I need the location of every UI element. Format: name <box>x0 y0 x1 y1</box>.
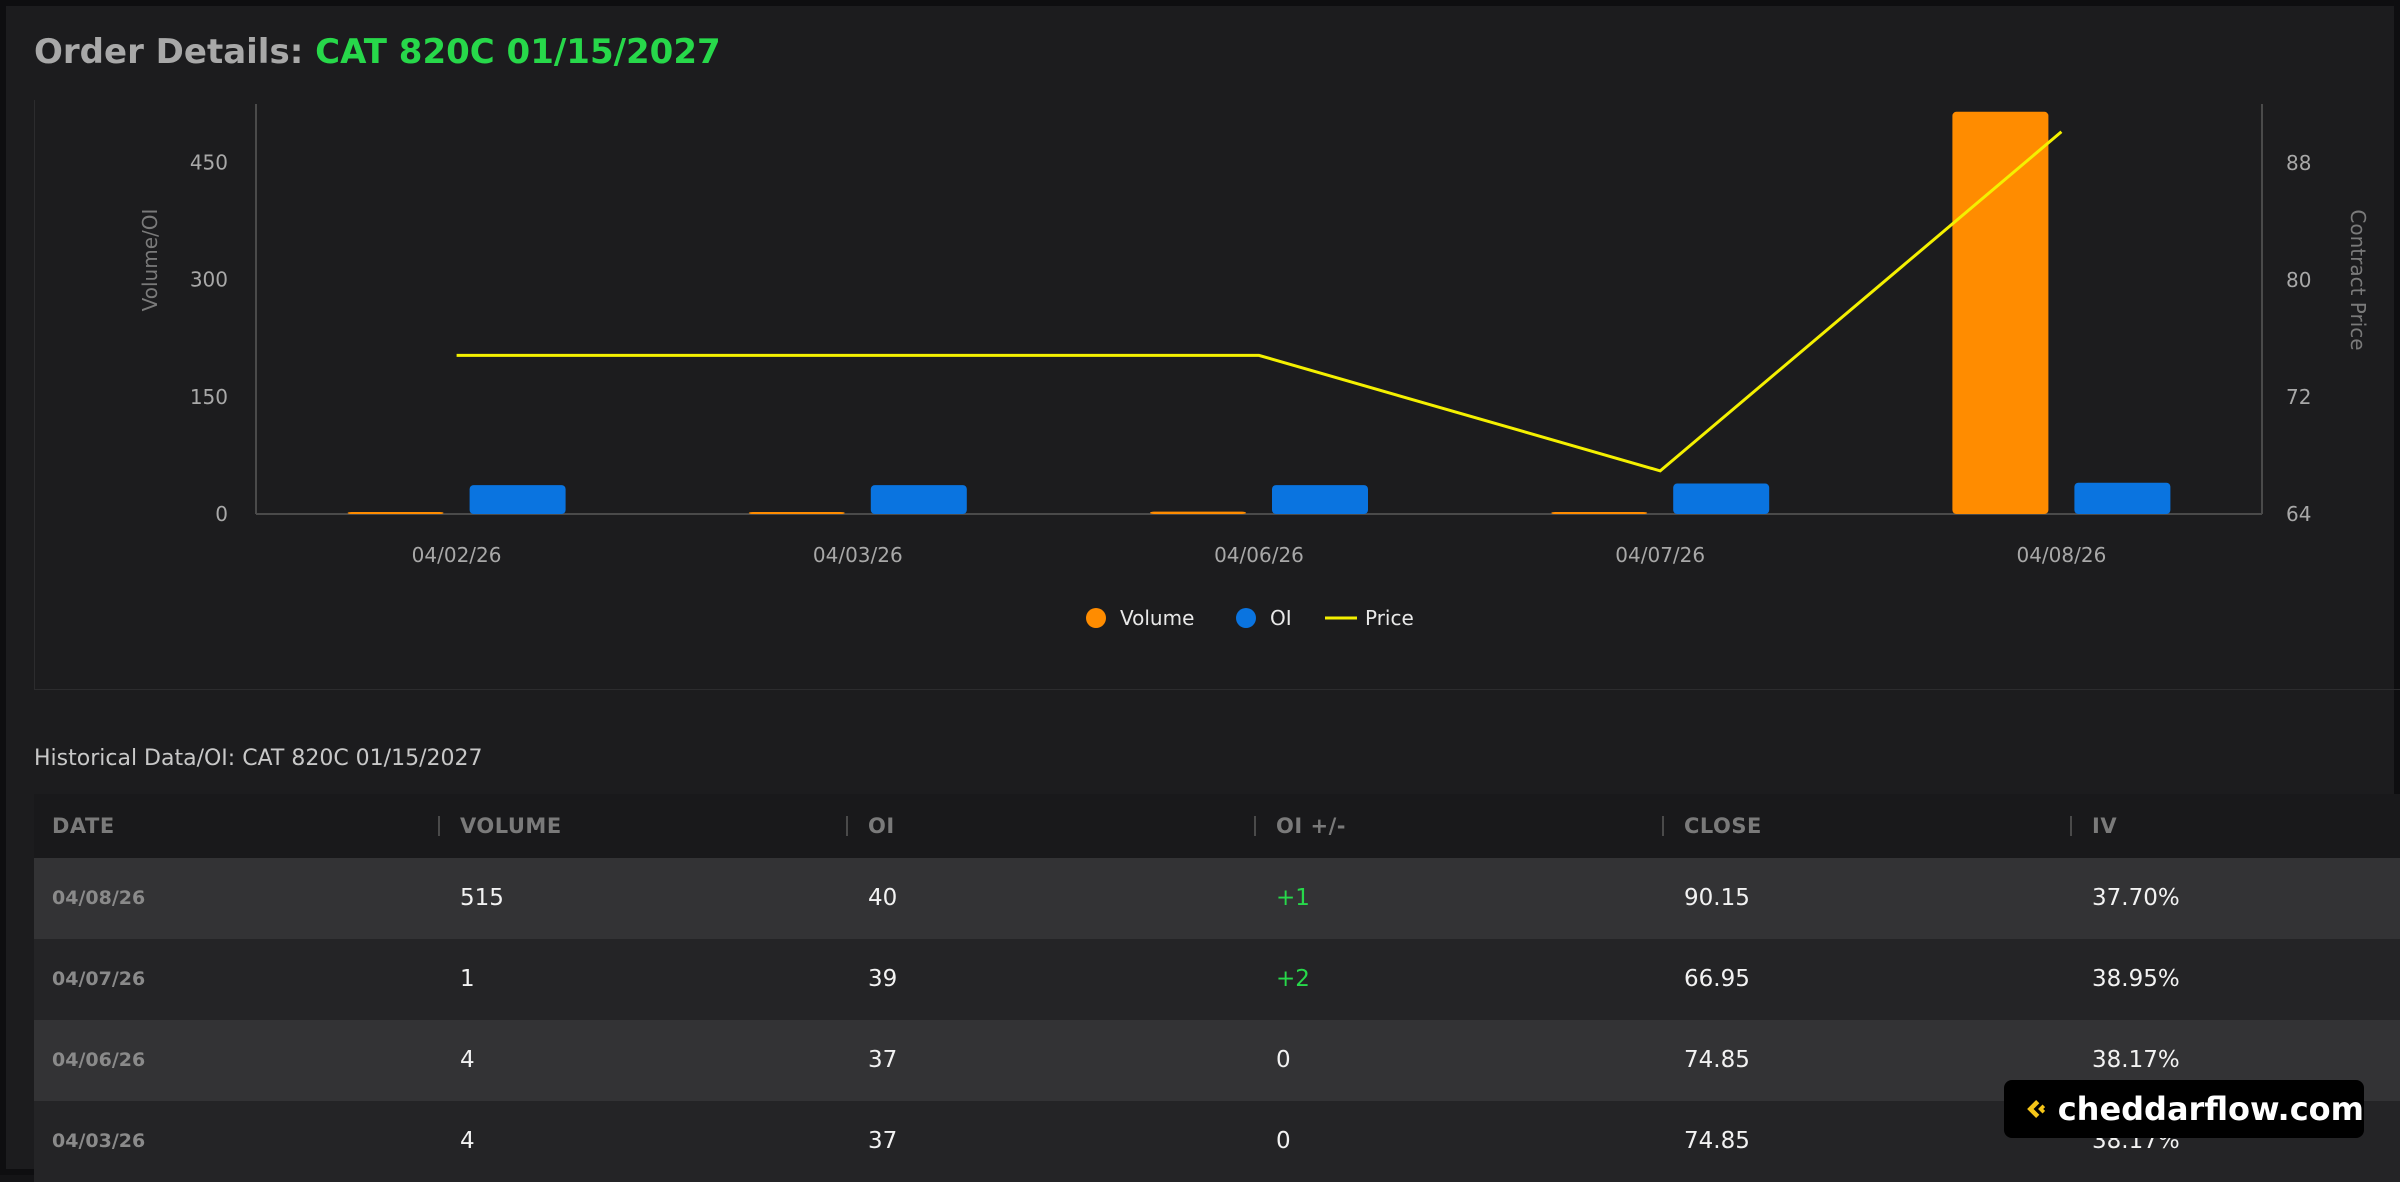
column-header-oi[interactable]: OI <box>868 814 895 838</box>
cell-volume: 515 <box>460 885 504 911</box>
column-header-oi-change[interactable]: OI +/- <box>1276 814 1346 838</box>
legend-volume-swatch <box>1086 608 1106 628</box>
cheddarflow-watermark[interactable]: cheddarflow.com <box>2004 1080 2364 1138</box>
y2-axis-title: Contract Price <box>2346 209 2370 350</box>
cell-volume: 4 <box>460 1128 475 1154</box>
volume-bar <box>347 512 444 514</box>
column-resize-handle[interactable] <box>1254 816 1256 836</box>
x-tick-label: 04/07/26 <box>1615 543 1705 567</box>
y2-tick-label: 72 <box>2286 385 2311 409</box>
column-resize-handle[interactable] <box>846 816 848 836</box>
oi-bar <box>1272 485 1368 514</box>
cell-oi: 39 <box>868 966 898 992</box>
table-row[interactable]: 04/08/26 515 40 +1 90.15 37.70% <box>34 858 2400 939</box>
legend-oi-label: OI <box>1270 606 1292 630</box>
page-title-label: Order Details: <box>34 32 304 72</box>
legend-oi-swatch <box>1236 608 1256 628</box>
cell-oi: 37 <box>868 1047 898 1073</box>
volume-bar <box>1952 111 2049 515</box>
oi-bar <box>870 485 967 514</box>
oi-bar <box>1673 483 1770 514</box>
cell-iv: 38.95% <box>2092 966 2180 992</box>
cell-date: 04/03/26 <box>52 1130 146 1152</box>
cell-oi-change: 0 <box>1276 1128 1291 1154</box>
column-resize-handle[interactable] <box>2070 816 2072 836</box>
cell-oi-change: +1 <box>1276 885 1310 911</box>
volume-bar <box>1150 511 1246 514</box>
cell-oi-change: +2 <box>1276 966 1310 992</box>
column-header-date[interactable]: DATE <box>52 814 115 838</box>
y2-tick-label: 88 <box>2286 151 2311 175</box>
historical-data-title: Historical Data/OI: CAT 820C 01/15/2027 <box>34 746 483 771</box>
cell-oi: 37 <box>868 1128 898 1154</box>
watermark-text: cheddarflow.com <box>2057 1090 2364 1128</box>
y-tick-label: 450 <box>190 151 228 175</box>
chart-panel: 0 150 300 450 64 72 80 88 Volume/OI Contract Pric… <box>34 100 2400 690</box>
cell-close: 66.95 <box>1684 966 1750 992</box>
y-tick-label: 300 <box>190 268 228 292</box>
table-row[interactable]: 04/07/26 1 39 +2 66.95 38.95% <box>34 939 2400 1020</box>
y-axis-title: Volume/OI <box>138 209 162 312</box>
cell-date: 04/06/26 <box>52 1049 146 1071</box>
volume-bar <box>748 512 845 514</box>
cell-volume: 4 <box>460 1047 475 1073</box>
cell-iv: 38.17% <box>2092 1047 2180 1073</box>
y2-tick-label: 80 <box>2286 268 2311 292</box>
cell-date: 04/08/26 <box>52 887 146 909</box>
column-header-iv[interactable]: IV <box>2092 814 2118 838</box>
column-header-volume[interactable]: VOLUME <box>460 814 562 838</box>
legend-price-label: Price <box>1365 606 1414 630</box>
page-title: Order Details: CAT 820C 01/15/2027 <box>34 32 721 72</box>
cell-close: 90.15 <box>1684 885 1750 911</box>
table-header: DATE VOLUME OI OI +/- CLOSE IV <box>34 794 2400 858</box>
y2-tick-label: 64 <box>2286 502 2311 526</box>
cell-oi: 40 <box>868 885 898 911</box>
x-tick-label: 04/03/26 <box>813 543 903 567</box>
cell-date: 04/07/26 <box>52 968 146 990</box>
legend-volume-label: Volume <box>1120 606 1194 630</box>
table-row[interactable]: 04/06/26 4 37 0 74.85 38.17% <box>34 1020 2400 1101</box>
price-line <box>456 130 2063 473</box>
volume-bar <box>1551 512 1648 514</box>
column-resize-handle[interactable] <box>1662 816 1664 836</box>
cell-volume: 1 <box>460 966 475 992</box>
y-tick-label: 150 <box>190 385 228 409</box>
cell-close: 74.85 <box>1684 1128 1750 1154</box>
y-tick-label: 0 <box>215 502 228 526</box>
oi-bar <box>2074 482 2171 514</box>
volume-oi-price-chart: 0 150 300 450 64 72 80 88 Volume/OI Contract Pric… <box>138 104 2370 630</box>
column-resize-handle[interactable] <box>438 816 440 836</box>
oi-bar <box>469 485 566 514</box>
column-header-close[interactable]: CLOSE <box>1684 814 1762 838</box>
x-tick-label: 04/02/26 <box>412 543 502 567</box>
cheddarflow-logo-icon <box>2027 1100 2046 1118</box>
x-tick-label: 04/08/26 <box>2016 543 2106 567</box>
cell-iv: 37.70% <box>2092 885 2180 911</box>
x-tick-label: 04/06/26 <box>1214 543 1304 567</box>
page-title-contract: CAT 820C 01/15/2027 <box>315 32 721 72</box>
cell-oi-change: 0 <box>1276 1047 1291 1073</box>
cell-close: 74.85 <box>1684 1047 1750 1073</box>
